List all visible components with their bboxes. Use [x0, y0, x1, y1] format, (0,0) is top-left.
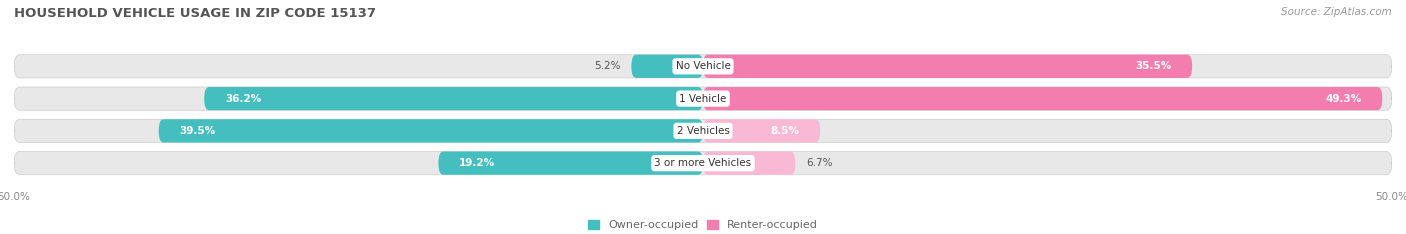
Text: 6.7%: 6.7% [807, 158, 832, 168]
Text: 35.5%: 35.5% [1135, 61, 1171, 71]
FancyBboxPatch shape [14, 87, 1392, 110]
FancyBboxPatch shape [159, 119, 703, 143]
Text: 19.2%: 19.2% [460, 158, 495, 168]
Legend: Owner-occupied, Renter-occupied: Owner-occupied, Renter-occupied [588, 220, 818, 230]
Text: 39.5%: 39.5% [180, 126, 215, 136]
Text: 8.5%: 8.5% [770, 126, 800, 136]
FancyBboxPatch shape [703, 152, 796, 175]
Text: 1 Vehicle: 1 Vehicle [679, 94, 727, 104]
Text: 49.3%: 49.3% [1326, 94, 1361, 104]
FancyBboxPatch shape [703, 87, 1382, 110]
FancyBboxPatch shape [703, 119, 820, 143]
Text: 3 or more Vehicles: 3 or more Vehicles [654, 158, 752, 168]
FancyBboxPatch shape [703, 55, 1192, 78]
Text: No Vehicle: No Vehicle [675, 61, 731, 71]
FancyBboxPatch shape [14, 55, 1392, 78]
Text: Source: ZipAtlas.com: Source: ZipAtlas.com [1281, 7, 1392, 17]
FancyBboxPatch shape [14, 152, 1392, 175]
FancyBboxPatch shape [631, 55, 703, 78]
Text: 36.2%: 36.2% [225, 94, 262, 104]
Text: 2 Vehicles: 2 Vehicles [676, 126, 730, 136]
Text: 5.2%: 5.2% [593, 61, 620, 71]
FancyBboxPatch shape [14, 119, 1392, 143]
Text: HOUSEHOLD VEHICLE USAGE IN ZIP CODE 15137: HOUSEHOLD VEHICLE USAGE IN ZIP CODE 1513… [14, 7, 375, 20]
FancyBboxPatch shape [439, 152, 703, 175]
FancyBboxPatch shape [204, 87, 703, 110]
